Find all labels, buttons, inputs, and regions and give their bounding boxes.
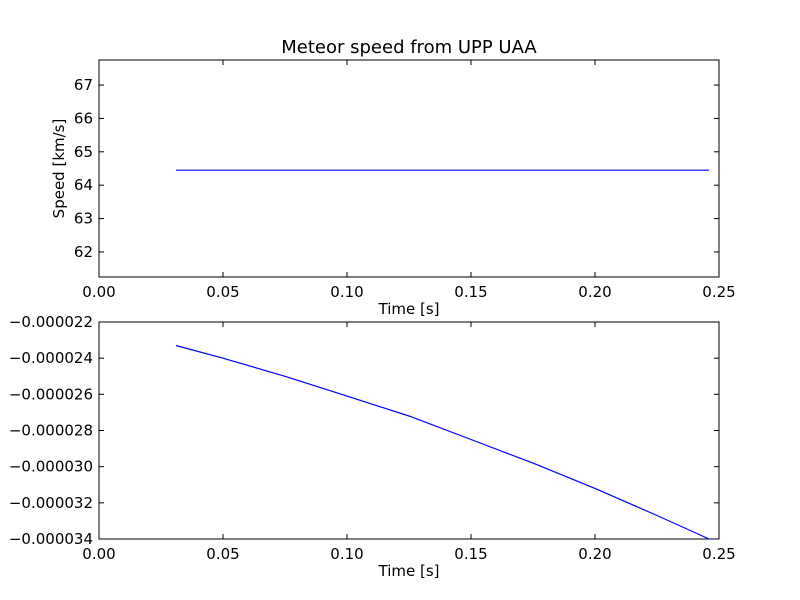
speed-plot-y-tick-label: 64 (74, 176, 93, 194)
speed-plot-y-tick-label: 62 (74, 243, 93, 261)
secondary-plot-y-tick-label: −0.000032 (9, 494, 93, 512)
speed-plot-y-tick-label: 67 (74, 76, 93, 94)
speed-plot-x-tick-label: 0.00 (82, 283, 115, 301)
secondary-plot-x-tick-label: 0.10 (330, 545, 363, 563)
secondary-plot-x-tick-label: 0.20 (578, 545, 611, 563)
secondary-plot-y-tick-label: −0.000024 (9, 349, 93, 367)
speed-plot-y-axis-label: Speed [km/s] (50, 119, 68, 219)
secondary-plot-y-tick-label: −0.000030 (9, 458, 93, 476)
speed-plot-frame (98, 59, 720, 278)
speed-plot-x-tick-label: 0.10 (330, 283, 363, 301)
secondary-plot-x-axis-label: Time [s] (378, 562, 440, 580)
secondary-plot-y-tick-label: −0.000026 (9, 385, 93, 403)
speed-plot-x-axis-label: Time [s] (378, 300, 440, 318)
secondary-plot-frame (98, 321, 720, 540)
speed-plot: 0.00 0.05 0.10 0.15 0.20 0.25 62 63 64 65 66 67 Ti… (50, 59, 736, 318)
secondary-plot-y-tick-label: −0.000034 (9, 530, 93, 548)
secondary-series-line (175, 344, 710, 540)
speed-plot-x-tick-label: 0.15 (454, 283, 487, 301)
speed-plot-x-tick-label: 0.20 (578, 283, 611, 301)
speed-plot-y-tick-label: 65 (74, 143, 93, 161)
secondary-plot-y-tick-label: −0.000022 (9, 313, 93, 331)
secondary-plot-x-tick-label: 0.00 (82, 545, 115, 563)
chart-title: Meteor speed from UPP UAA (281, 37, 537, 58)
speed-plot-y-tick-label: 63 (74, 210, 93, 228)
secondary-plot-y-tick-label: −0.000028 (9, 422, 93, 440)
speed-plot-x-tick-label: 0.05 (206, 283, 239, 301)
speed-plot-x-tick-label: 0.25 (702, 283, 735, 301)
secondary-plot: 0.00 0.05 0.10 0.15 0.20 0.25 −0.000022 −0.000… (9, 313, 736, 580)
secondary-plot-x-tick-label: 0.25 (702, 545, 735, 563)
secondary-plot-x-tick-label: 0.05 (206, 545, 239, 563)
speed-plot-y-tick-label: 66 (74, 109, 93, 127)
secondary-plot-x-tick-label: 0.15 (454, 545, 487, 563)
